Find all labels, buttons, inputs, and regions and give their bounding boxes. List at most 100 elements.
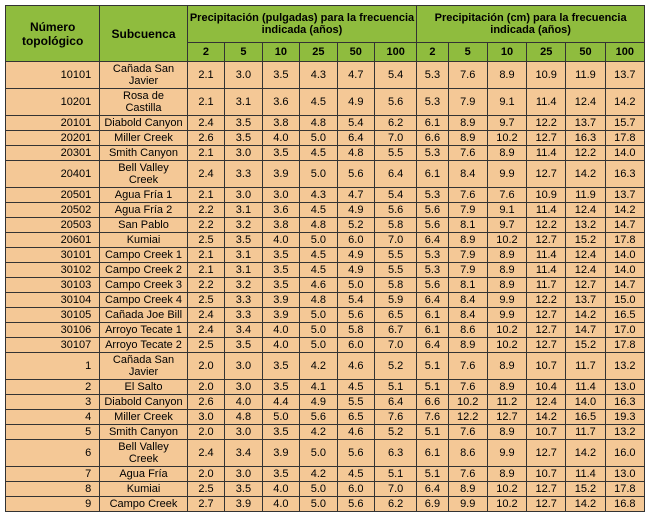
cell-in: 6.3: [375, 440, 417, 467]
cell-in: 3.5: [225, 233, 262, 248]
cell-cm: 8.4: [448, 161, 487, 188]
table-row: 3Diabold Canyon2.64.04.44.95.56.46.610.2…: [6, 395, 645, 410]
cell-in: 2.2: [187, 218, 224, 233]
cell-in: 2.1: [187, 89, 224, 116]
cell-sub: Kumiai: [100, 482, 188, 497]
cell-cm: 6.1: [417, 308, 448, 323]
cell-in: 4.4: [262, 395, 299, 410]
cell-in: 3.1: [225, 263, 262, 278]
cell-in: 4.9: [337, 89, 374, 116]
cell-cm: 12.2: [527, 293, 566, 308]
cell-sub: Rosa de Castilla: [100, 89, 188, 116]
cell-cm: 8.9: [487, 146, 526, 161]
cell-cm: 9.7: [487, 116, 526, 131]
cell-topo: 20101: [6, 116, 100, 131]
cell-topo: 30102: [6, 263, 100, 278]
cell-in: 5.8: [337, 323, 374, 338]
cell-in: 3.0: [187, 410, 224, 425]
year-col-10: 10: [487, 43, 526, 62]
cell-in: 4.9: [337, 248, 374, 263]
cell-in: 4.0: [262, 233, 299, 248]
cell-in: 4.5: [300, 263, 337, 278]
cell-cm: 5.1: [417, 353, 448, 380]
cell-in: 3.5: [262, 467, 299, 482]
cell-cm: 17.8: [605, 482, 644, 497]
cell-in: 2.6: [187, 131, 224, 146]
cell-cm: 13.7: [566, 293, 605, 308]
table-row: 20101Diabold Canyon2.43.53.84.85.46.26.1…: [6, 116, 645, 131]
year-col-10: 10: [262, 43, 299, 62]
cell-cm: 13.2: [605, 425, 644, 440]
cell-in: 5.0: [300, 233, 337, 248]
cell-in: 5.4: [337, 293, 374, 308]
cell-in: 3.9: [262, 308, 299, 323]
cell-in: 2.0: [187, 380, 224, 395]
cell-in: 2.5: [187, 338, 224, 353]
cell-in: 2.4: [187, 308, 224, 323]
cell-cm: 11.7: [527, 278, 566, 293]
cell-cm: 11.7: [566, 353, 605, 380]
cell-sub: Diabold Canyon: [100, 395, 188, 410]
cell-cm: 10.2: [487, 131, 526, 146]
cell-cm: 14.0: [605, 263, 644, 278]
cell-sub: Agua Fría: [100, 467, 188, 482]
cell-topo: 5: [6, 425, 100, 440]
cell-in: 3.4: [225, 323, 262, 338]
cell-cm: 8.1: [448, 218, 487, 233]
cell-cm: 10.2: [487, 323, 526, 338]
cell-cm: 15.0: [605, 293, 644, 308]
cell-in: 3.0: [225, 380, 262, 395]
cell-cm: 14.2: [566, 497, 605, 512]
cell-in: 5.6: [300, 410, 337, 425]
cell-cm: 16.3: [605, 395, 644, 410]
cell-in: 4.8: [300, 293, 337, 308]
cell-in: 2.4: [187, 440, 224, 467]
cell-in: 5.0: [300, 338, 337, 353]
cell-in: 5.0: [337, 278, 374, 293]
cell-in: 5.5: [375, 146, 417, 161]
cell-topo: 20601: [6, 233, 100, 248]
cell-cm: 6.4: [417, 233, 448, 248]
cell-cm: 7.6: [448, 353, 487, 380]
cell-in: 6.0: [337, 338, 374, 353]
cell-in: 2.1: [187, 146, 224, 161]
table-row: 20502Agua Fría 22.23.13.64.54.95.65.67.9…: [6, 203, 645, 218]
cell-cm: 10.9: [527, 62, 566, 89]
cell-cm: 14.7: [566, 323, 605, 338]
cell-cm: 8.9: [448, 233, 487, 248]
cell-in: 3.5: [262, 380, 299, 395]
year-col-2: 2: [417, 43, 448, 62]
cell-cm: 19.3: [605, 410, 644, 425]
cell-cm: 13.7: [605, 188, 644, 203]
cell-cm: 8.6: [448, 440, 487, 467]
cell-in: 2.4: [187, 323, 224, 338]
cell-in: 5.1: [375, 380, 417, 395]
cell-in: 3.3: [225, 161, 262, 188]
cell-cm: 7.6: [448, 425, 487, 440]
cell-cm: 12.2: [448, 410, 487, 425]
cell-cm: 12.7: [527, 131, 566, 146]
cell-in: 2.7: [187, 497, 224, 512]
cell-in: 5.6: [337, 161, 374, 188]
cell-in: 5.4: [337, 116, 374, 131]
cell-cm: 10.7: [527, 467, 566, 482]
cell-cm: 12.4: [566, 248, 605, 263]
cell-cm: 12.7: [527, 308, 566, 323]
cell-in: 3.5: [262, 248, 299, 263]
cell-cm: 13.2: [605, 353, 644, 380]
cell-topo: 20401: [6, 161, 100, 188]
cell-in: 5.6: [337, 497, 374, 512]
cell-topo: 10101: [6, 62, 100, 89]
cell-in: 3.5: [225, 482, 262, 497]
cell-in: 4.9: [337, 203, 374, 218]
cell-cm: 12.7: [527, 233, 566, 248]
cell-in: 3.3: [225, 293, 262, 308]
cell-in: 4.9: [300, 395, 337, 410]
cell-cm: 17.8: [605, 338, 644, 353]
cell-topo: 20503: [6, 218, 100, 233]
cell-in: 3.0: [225, 425, 262, 440]
cell-topo: 30103: [6, 278, 100, 293]
cell-in: 4.7: [337, 62, 374, 89]
cell-cm: 10.2: [487, 338, 526, 353]
cell-cm: 16.8: [605, 497, 644, 512]
